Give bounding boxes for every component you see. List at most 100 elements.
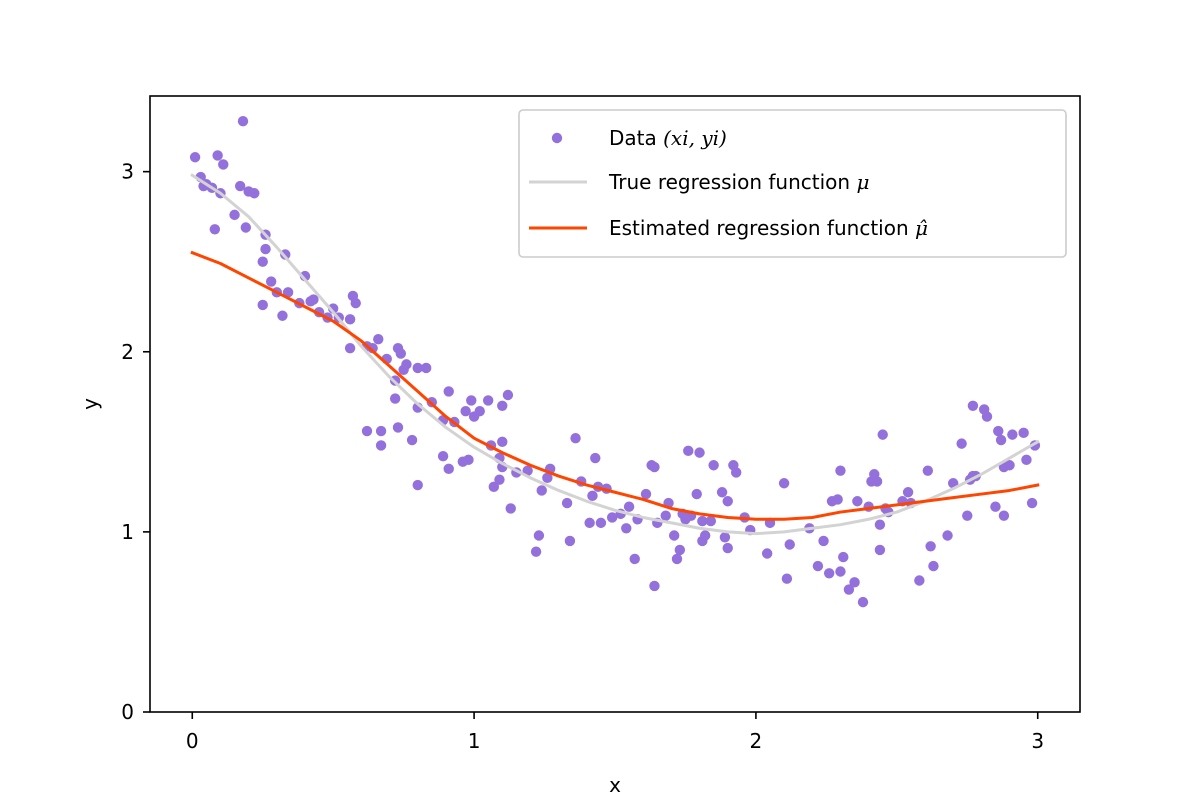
data-point <box>857 596 869 608</box>
data-point <box>719 532 731 543</box>
data-point <box>705 515 717 527</box>
data-point <box>561 497 573 509</box>
data-point <box>237 116 249 127</box>
x-tick-label: 0 <box>186 729 199 753</box>
data-point <box>564 535 576 547</box>
x-axis-title: x <box>609 773 621 797</box>
data-point <box>722 542 733 554</box>
data-point <box>832 494 843 505</box>
data-point <box>522 465 533 476</box>
data-point <box>530 546 542 557</box>
data-point <box>902 487 914 498</box>
data-point <box>674 544 686 556</box>
data-point <box>995 434 1007 446</box>
data-point <box>849 577 860 588</box>
data-point <box>871 476 883 487</box>
data-point <box>392 422 404 433</box>
data-point <box>998 510 1010 521</box>
data-point <box>730 467 742 478</box>
axes: 0 1 2 3 0 1 2 3 x y <box>78 95 1081 797</box>
y-tick-label: 0 <box>121 700 134 724</box>
data-point <box>542 472 553 484</box>
data-point <box>722 496 733 507</box>
data-point <box>395 348 407 359</box>
data-point <box>229 209 240 221</box>
data-point <box>1018 427 1029 439</box>
data-point <box>234 180 246 192</box>
data-point <box>852 496 863 507</box>
data-point <box>942 530 953 541</box>
data-point <box>350 297 361 309</box>
data-point <box>981 411 993 422</box>
x-tick-label: 1 <box>468 729 481 753</box>
data-point <box>437 451 449 462</box>
data-point <box>761 548 773 559</box>
data-point <box>361 425 373 437</box>
data-point <box>784 539 795 550</box>
data-point <box>606 512 618 523</box>
data-point <box>249 188 260 199</box>
data-point <box>649 580 660 592</box>
data-point <box>533 530 545 541</box>
data-point <box>993 425 1004 437</box>
data-point <box>308 294 319 305</box>
data-point <box>212 150 223 161</box>
data-point <box>716 487 728 498</box>
legend-box <box>518 109 1067 258</box>
data-point <box>835 465 846 476</box>
data-point <box>623 501 635 512</box>
data-point <box>412 479 423 491</box>
data-point <box>460 406 471 417</box>
data-point <box>778 478 790 489</box>
data-point <box>265 276 277 287</box>
data-point <box>691 488 702 500</box>
data-point <box>1026 497 1038 509</box>
data-point <box>818 535 829 547</box>
legend-label: Data (xi, yi) <box>609 126 727 150</box>
data-point <box>1021 454 1032 466</box>
data-point <box>590 452 601 464</box>
data-point <box>671 553 683 565</box>
data-point <box>474 406 485 417</box>
data-point <box>443 463 454 475</box>
data-point <box>443 386 454 397</box>
data-point <box>843 584 855 595</box>
data-point <box>708 460 719 471</box>
data-point <box>660 510 671 521</box>
data-point <box>928 560 939 572</box>
data-point <box>1007 429 1018 440</box>
legend-label: True regression function μ <box>608 170 869 194</box>
x-tick-label: 3 <box>1031 729 1044 753</box>
data-point <box>497 436 508 448</box>
legend-marker-data <box>551 132 563 144</box>
data-point <box>629 553 640 565</box>
data-point <box>344 342 356 354</box>
legend: Data (xi, yi) True regression function μ E… <box>518 109 1067 258</box>
data-point <box>257 256 268 267</box>
true-regression-line <box>190 173 1040 536</box>
data-point <box>282 287 294 298</box>
y-tick-label: 1 <box>121 520 134 544</box>
y-axis-title: y <box>78 398 102 410</box>
data-point <box>502 389 514 401</box>
data-point <box>209 224 221 235</box>
data-point <box>494 474 505 485</box>
data-point <box>488 481 500 493</box>
data-point <box>373 333 384 345</box>
y-tick-label: 2 <box>121 340 134 364</box>
data-point <box>668 530 680 541</box>
data-point <box>389 393 401 404</box>
data-point <box>595 517 607 529</box>
data-point <box>375 440 387 451</box>
y-tick-label: 3 <box>121 160 134 184</box>
data-point <box>587 490 598 502</box>
data-point <box>375 425 387 437</box>
x-tick-label: 2 <box>750 729 763 753</box>
data-point <box>967 400 979 411</box>
data-point <box>482 395 494 406</box>
data-point <box>406 434 418 446</box>
data-point <box>990 501 1001 512</box>
data-point <box>683 445 694 457</box>
data-point <box>697 515 708 527</box>
